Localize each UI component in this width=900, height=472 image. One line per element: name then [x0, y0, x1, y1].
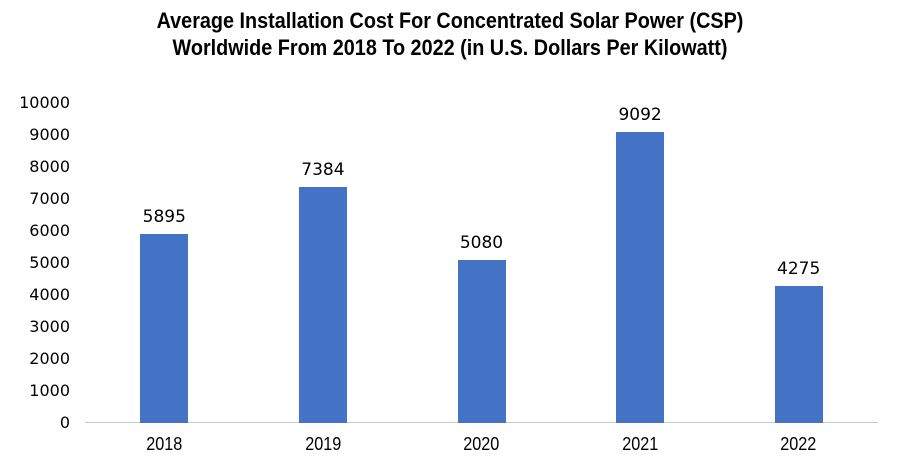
bar-2022: [774, 286, 823, 423]
y-axis-tick-label: 2000: [29, 349, 70, 368]
y-axis-tick-label: 4000: [29, 285, 70, 304]
x-axis-category-label-2021: 2021: [622, 434, 659, 454]
y-axis-tick-label: 0: [59, 413, 70, 432]
chart-title-line-1: Average Installation Cost For Concentrat…: [156, 8, 744, 33]
y-axis-tick-label: 10000: [19, 93, 70, 112]
bar-2019: [298, 186, 347, 423]
y-axis-tick-label: 3000: [29, 317, 70, 336]
x-axis-category-label-2022: 2022: [780, 434, 817, 454]
x-axis-category-label-2019: 2019: [304, 434, 341, 454]
y-axis-tick-label: 5000: [29, 253, 70, 272]
x-axis-category-label-2020: 2020: [463, 434, 500, 454]
bar-value-label-2020: 5080: [459, 233, 504, 254]
bar-2018: [140, 234, 189, 423]
bar-value-label-2019: 7384: [301, 159, 345, 180]
y-axis-tick-label: 1000: [29, 381, 70, 400]
bar-value-label-2018: 5895: [142, 207, 186, 228]
bar-value-label-2021: 9092: [618, 105, 662, 126]
y-axis-tick-label: 8000: [29, 157, 70, 176]
bar-2021: [616, 132, 665, 423]
y-axis-tick-label: 9000: [29, 125, 70, 144]
bar-value-label-2022: 4275: [777, 259, 821, 280]
chart-title-line-2: Worldwide From 2018 To 2022 (in U.S. Dol…: [172, 35, 728, 60]
y-axis-tick-label: 7000: [29, 189, 70, 208]
x-axis-category-label-2018: 2018: [146, 434, 183, 454]
chart-title: Average Installation Cost For Concentrat…: [45, 7, 855, 61]
y-axis-tick-label: 6000: [29, 221, 70, 240]
bar-2020: [457, 260, 506, 423]
